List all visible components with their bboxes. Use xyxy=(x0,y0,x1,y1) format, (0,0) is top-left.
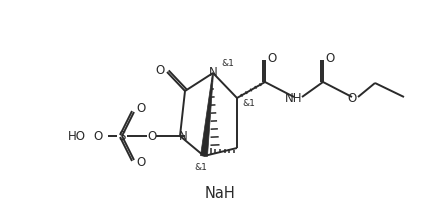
Text: O: O xyxy=(148,130,156,143)
Text: N: N xyxy=(209,65,217,78)
Text: NaH: NaH xyxy=(205,186,236,200)
Text: O: O xyxy=(136,103,146,116)
Text: O: O xyxy=(156,64,164,76)
Text: &1: &1 xyxy=(221,59,234,68)
Text: N: N xyxy=(179,130,187,143)
Text: O: O xyxy=(136,157,146,170)
Text: &1: &1 xyxy=(194,164,207,173)
Text: O: O xyxy=(325,51,335,65)
Text: O: O xyxy=(347,92,357,105)
Text: &1: &1 xyxy=(242,100,255,108)
Text: NH: NH xyxy=(285,92,303,105)
Text: O: O xyxy=(267,51,277,65)
Polygon shape xyxy=(201,73,214,156)
Text: O: O xyxy=(93,130,103,143)
Text: S: S xyxy=(118,130,126,143)
Text: HO: HO xyxy=(68,130,86,143)
